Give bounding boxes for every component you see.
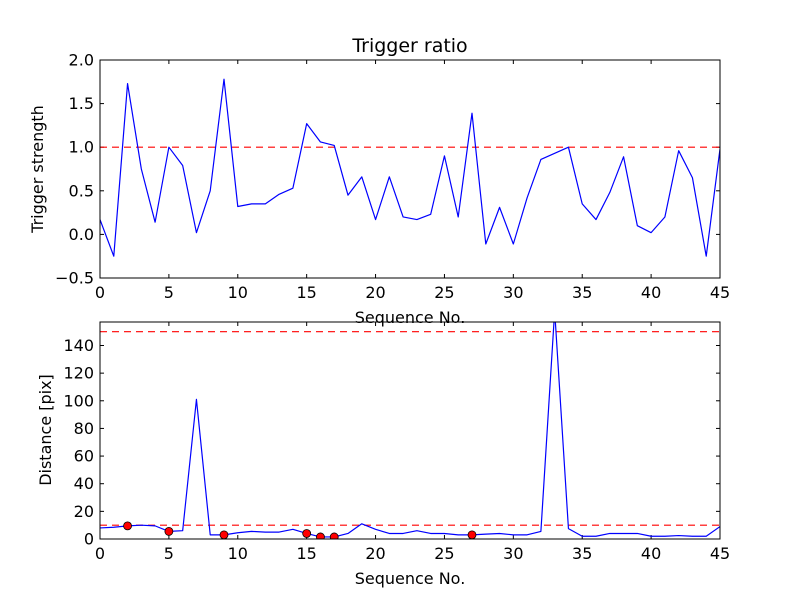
data-marker [329, 532, 339, 539]
y-tick-label: 0.5 [69, 181, 94, 200]
x-tick-label: 30 [503, 283, 523, 302]
y-tick-label: 1.0 [69, 138, 94, 157]
y-tick-label: 0.0 [69, 225, 94, 244]
x-tick-label: 5 [164, 544, 174, 563]
x-axis-label: Sequence No. [355, 569, 466, 588]
y-tick-label: 120 [63, 364, 94, 383]
series-line [100, 322, 720, 538]
x-tick-label: 40 [641, 283, 661, 302]
x-tick-label: 20 [365, 283, 385, 302]
series-line [100, 78, 720, 257]
x-tick-label: 25 [434, 544, 454, 563]
x-tick-label: 45 [710, 283, 730, 302]
y-tick-label: 100 [63, 391, 94, 410]
x-tick-label: 25 [434, 283, 454, 302]
data-marker [467, 530, 477, 539]
x-axis-label: Sequence No. [355, 308, 466, 327]
y-axis-label: Trigger strength [28, 105, 47, 234]
chart-title: Trigger ratio [351, 35, 467, 57]
x-tick-label: 5 [164, 283, 174, 302]
x-tick-label: 10 [228, 544, 248, 563]
x-tick-label: 35 [572, 544, 592, 563]
y-tick-label: 1.5 [69, 94, 94, 113]
x-tick-label: 0 [95, 544, 105, 563]
x-tick-label: 35 [572, 283, 592, 302]
distance-chart: 0 5 10 15 20 25 30 35 40 45 0 20 40 60 80 100 120 140 Seq… [36, 321, 730, 588]
data-marker [164, 526, 174, 536]
x-tick-label: 30 [503, 544, 523, 563]
y-tick-label: 140 [63, 336, 94, 355]
data-marker [219, 530, 229, 539]
data-marker [302, 529, 312, 538]
x-tick-label: 10 [228, 283, 248, 302]
y-tick-label: 20 [74, 502, 94, 521]
y-axis-label: Distance [pix] [36, 374, 55, 486]
x-tick-label: 40 [641, 544, 661, 563]
y-tick-label: 80 [74, 419, 94, 438]
x-tick-label: 45 [710, 544, 730, 563]
x-tick-label: 15 [296, 544, 316, 563]
y-tick-label: 40 [74, 474, 94, 493]
x-tick-label: 20 [365, 544, 385, 563]
data-marker [123, 521, 132, 531]
trigger-ratio-chart: Trigger ratio 0 5 10 15 20 25 30 35 40 45 −0.5 0.0 0… [28, 35, 730, 327]
x-tick-label: 0 [95, 283, 105, 302]
plot-frame [99, 59, 721, 279]
y-tick-label: 60 [74, 447, 94, 466]
x-tick-label: 15 [296, 283, 316, 302]
y-tick-label: 2.0 [69, 51, 94, 70]
data-marker [316, 532, 325, 539]
plot-frame [99, 321, 721, 540]
y-tick-label: 0 [84, 530, 94, 549]
y-tick-label: −0.5 [55, 269, 94, 288]
